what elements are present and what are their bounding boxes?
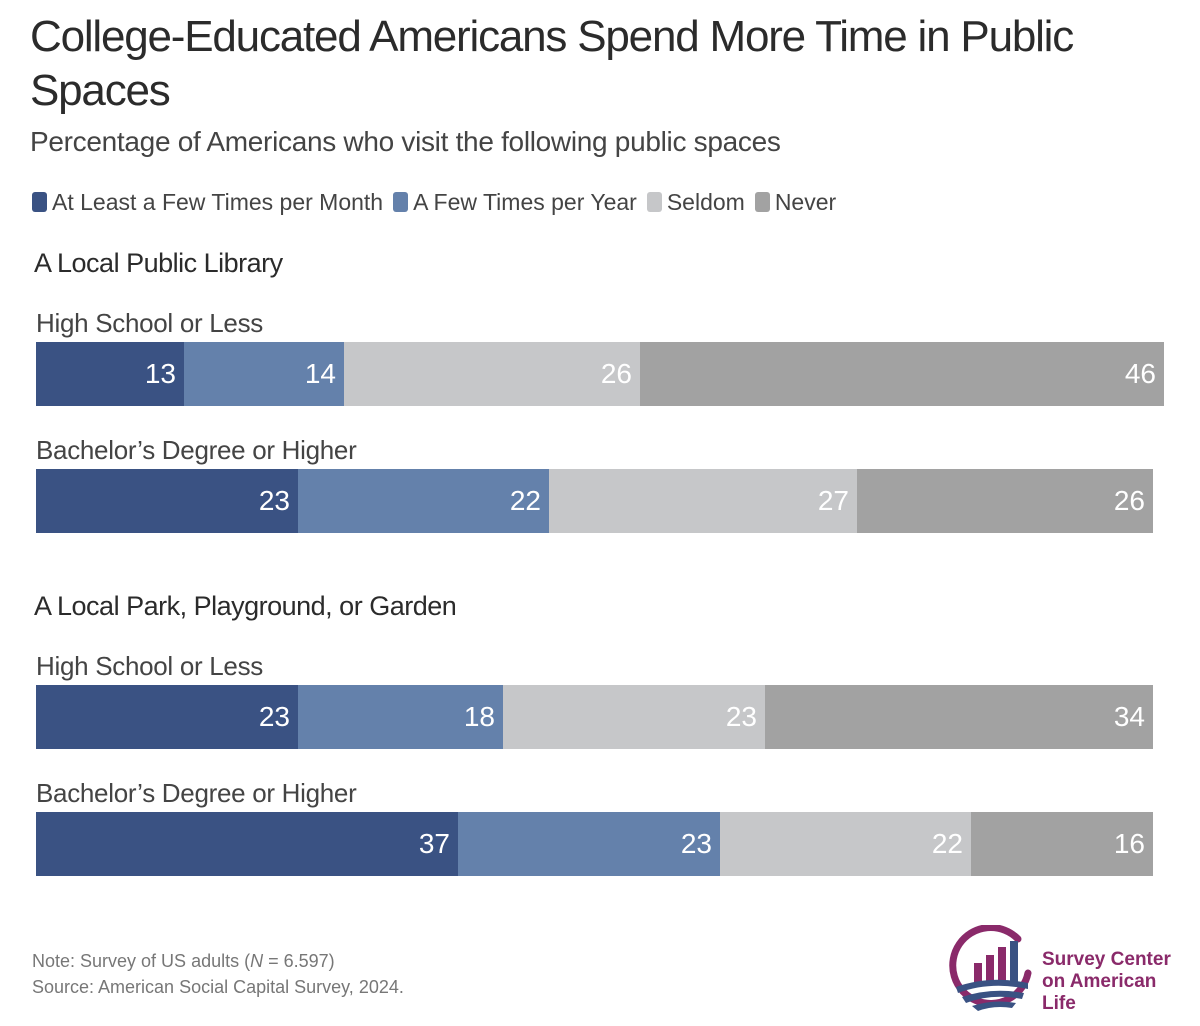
footnote: Note: Survey of US adults (N = 6.597) So… [32, 948, 404, 1000]
data-label: 23 [680, 828, 712, 859]
legend-swatch [32, 192, 47, 212]
group-label: Bachelor’s Degree or Higher [36, 778, 357, 808]
group-label: Bachelor’s Degree or Higher [36, 435, 357, 465]
data-label: 26 [1113, 485, 1145, 516]
bar-segment: 46 [640, 342, 1164, 406]
data-label: 37 [418, 828, 450, 859]
legend-swatch [393, 192, 409, 212]
data-label: 13 [144, 358, 176, 389]
data-label: 23 [258, 485, 290, 516]
chart-title: College-Educated Americans Spend More Ti… [30, 12, 1074, 115]
survey-center-logo: Survey Center on American Life [948, 925, 1188, 1020]
legend-item: Seldom [646, 188, 745, 216]
bar-segment: 23 [36, 685, 298, 749]
bar-segment: 14 [184, 342, 344, 406]
bar-segment: 26 [344, 342, 640, 406]
bar-segment: 34 [765, 685, 1153, 749]
chart-subtitle: Percentage of Americans who visit the fo… [30, 126, 781, 157]
bar-segment: 26 [857, 469, 1153, 533]
bar-segment: 23 [503, 685, 765, 749]
bar-segment: 27 [549, 469, 857, 533]
legend-label: A Few Times per Year [413, 188, 637, 215]
source-note: Source: American Social Capital Survey, … [32, 977, 404, 997]
bar-segment: 23 [36, 469, 298, 533]
bar-segment: 16 [971, 812, 1153, 876]
data-label: 16 [1113, 828, 1145, 859]
legend-swatch [646, 192, 662, 212]
data-label: 23 [258, 701, 290, 732]
bar-segment: 37 [36, 812, 458, 876]
panel-title: A Local Park, Playground, or Garden [34, 591, 457, 621]
stacked-bar: 37 23 22 16 [36, 812, 1153, 876]
stacked-bar: 23 18 23 34 [36, 685, 1153, 749]
logo-text: Survey Center on American Life [1042, 949, 1171, 1014]
bar-segment: 22 [720, 812, 971, 876]
bar-segment: 23 [458, 812, 720, 876]
legend-label: At Least a Few Times per Month [52, 188, 384, 215]
survey-note: Note: Survey of US adults (N = 6.597) [32, 951, 335, 971]
panel-title: A Local Public Library [34, 248, 283, 278]
data-label: 26 [600, 358, 632, 389]
group-label: High School or Less [36, 308, 263, 338]
group-label: High School or Less [36, 651, 263, 681]
stacked-bar: 13 14 26 46 [36, 342, 1164, 406]
data-label: 23 [725, 701, 757, 732]
bar-segment: 18 [298, 685, 503, 749]
data-label: 18 [463, 701, 495, 732]
bar-segment: 13 [36, 342, 184, 406]
legend-label: Seldom [666, 188, 745, 215]
legend-label: Never [774, 188, 837, 215]
legend-item: A Few Times per Year [393, 189, 637, 216]
data-label: 46 [1124, 358, 1156, 389]
data-label: 14 [304, 358, 336, 389]
legend-item: Never [754, 188, 837, 216]
data-label: 22 [931, 828, 963, 859]
bar-segment: 22 [298, 469, 549, 533]
legend: At Least a Few Times per Month A Few Tim… [32, 186, 846, 218]
bar-chart-landscape-icon [949, 925, 1032, 1011]
data-label: 34 [1113, 701, 1145, 732]
data-label: 27 [817, 485, 849, 516]
stacked-bar: 23 22 27 26 [36, 469, 1153, 533]
legend-swatch [754, 192, 770, 212]
legend-item: At Least a Few Times per Month [32, 189, 383, 216]
data-label: 22 [509, 485, 541, 516]
